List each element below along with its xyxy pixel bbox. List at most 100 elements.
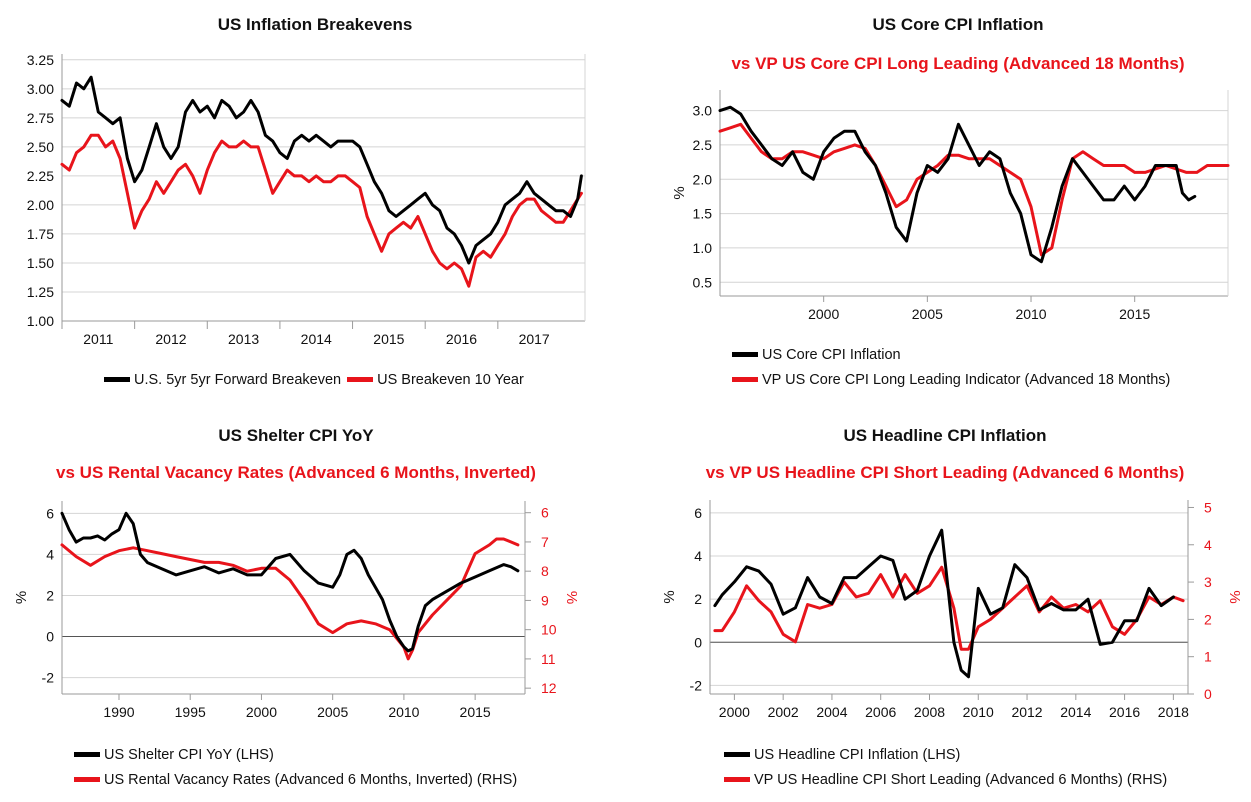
x-tick-label: 2010: [1015, 306, 1046, 322]
legend-row: VP US Headline CPI Short Leading (Advanc…: [724, 768, 1167, 793]
series-line: [60, 75, 583, 265]
x-tick-label: 1995: [175, 704, 206, 720]
x-tick-label: 2015: [1119, 306, 1150, 322]
x-tick-label: 2012: [1011, 704, 1042, 720]
y2-tick-label: 10: [541, 622, 557, 638]
legend-swatch: [104, 376, 130, 382]
y2-tick-label: 5: [1204, 499, 1212, 515]
legend-swatch: [724, 751, 750, 757]
x-tick-label: 2002: [768, 704, 799, 720]
series-line: [60, 537, 520, 661]
x-tick-label: 2000: [246, 704, 277, 720]
legend-label: VP US Core CPI Long Leading Indicator (A…: [762, 372, 1171, 388]
series-line: [60, 133, 583, 288]
x-tick-label: 2013: [228, 331, 259, 347]
x-tick-label: 2016: [446, 331, 477, 347]
y-tick-label: 2: [694, 591, 702, 607]
chart-title: US Core CPI Inflation: [872, 15, 1044, 34]
chart-panel-core-cpi: US Core CPI Inflation vs VP US Core CPI …: [625, 0, 1251, 400]
y-tick-label: 2.0: [693, 171, 713, 187]
y2-tick-label: 1: [1204, 649, 1212, 665]
y-tick-label: 6: [694, 505, 702, 521]
y-tick-label: 3.00: [27, 81, 54, 97]
y-tick-label: 1.50: [27, 255, 54, 271]
x-tick-label: 2017: [519, 331, 550, 347]
chart-plot-breakevens: 1.00 1.25 1.50 1.75 2.00 2.25 2.50 2.75 3.00 3.25…: [27, 52, 586, 347]
chart-title: US Headline CPI Inflation: [843, 426, 1047, 445]
y-axis-label: %: [13, 591, 30, 604]
chart-panel-breakevens: US Inflation Breakevens 1.00 1.25 1.50 1.75…: [0, 0, 625, 400]
series-line: [60, 511, 520, 653]
chart-legend: U.S. 5yr 5yr Forward Breakeven US Breakev…: [104, 368, 524, 393]
y-axis-label: %: [661, 590, 678, 603]
y-tick-label: -2: [42, 670, 55, 686]
y2-tick-label: 11: [541, 651, 556, 667]
x-tick-label: 2005: [912, 306, 943, 322]
legend-label: US Core CPI Inflation: [762, 347, 901, 363]
legend-label: VP US Headline CPI Short Leading (Advanc…: [754, 772, 1168, 788]
chart-title: US Inflation Breakevens: [217, 15, 413, 34]
x-tick-label: 2015: [373, 331, 404, 347]
y-tick-label: 1.0: [693, 240, 713, 256]
legend-swatch: [732, 351, 758, 357]
y-tick-label: -2: [690, 677, 703, 693]
x-tick-label: 2010: [963, 704, 994, 720]
y-tick-label: 0.5: [693, 274, 713, 290]
legend-row: US Core CPI Inflation: [732, 343, 1170, 368]
x-tick-label: 2006: [865, 704, 896, 720]
series-line: [713, 528, 1175, 679]
y-tick-label: 2.75: [27, 110, 54, 126]
y-tick-label: 2.5: [693, 137, 713, 153]
y-tick-label: 1.75: [27, 226, 54, 242]
chart-title: US Shelter CPI YoY: [218, 426, 374, 445]
chart-legend: US Core CPI Inflation VP US Core CPI Long…: [732, 343, 1170, 393]
series-line: [713, 565, 1185, 651]
chart-plot-shelter-cpi: -2 0 2 4 6 6 7 8 9 10 11 12 1990 1995 2000 2005 2010 2015…: [13, 501, 580, 720]
x-tick-label: 2015: [460, 704, 491, 720]
y-tick-label: 2.00: [27, 197, 54, 213]
chart-legend: US Shelter CPI YoY (LHS) US Rental Vacanc…: [74, 743, 517, 793]
legend-label: US Breakeven 10 Year: [377, 372, 524, 388]
x-tick-label: 2016: [1109, 704, 1140, 720]
x-tick-label: 2004: [816, 704, 847, 720]
y-tick-label: 2.50: [27, 139, 54, 155]
y2-tick-label: 2: [1204, 611, 1212, 627]
x-tick-label: 2010: [388, 704, 419, 720]
chart-subtitle: vs VP US Core CPI Long Leading (Advanced…: [731, 54, 1185, 73]
x-tick-label: 2005: [317, 704, 348, 720]
legend-label: US Rental Vacancy Rates (Advanced 6 Mont…: [104, 772, 518, 788]
series-line: [718, 122, 1230, 257]
x-tick-label: 2000: [808, 306, 839, 322]
y2-axis-label: %: [1226, 590, 1243, 603]
legend-label: US Headline CPI Inflation (LHS): [754, 747, 961, 763]
y-tick-label: 4: [46, 546, 54, 562]
legend-row: US Rental Vacancy Rates (Advanced 6 Mont…: [74, 768, 517, 793]
x-tick-label: 2012: [155, 331, 186, 347]
chart-panel-shelter-cpi: US Shelter CPI YoY vs US Rental Vacancy …: [0, 410, 625, 802]
series-line: [718, 105, 1197, 264]
y-tick-label: 3.0: [693, 103, 713, 119]
y2-tick-label: 4: [1204, 537, 1212, 553]
chart-subtitle: vs US Rental Vacancy Rates (Advanced 6 M…: [56, 463, 536, 482]
chart-legend: US Headline CPI Inflation (LHS) VP US Hea…: [724, 743, 1167, 793]
y-tick-label: 1.5: [693, 206, 713, 222]
x-tick-label: 2014: [1060, 704, 1091, 720]
y-tick-label: 0: [46, 629, 54, 645]
y-tick-label: 3.25: [27, 52, 54, 68]
y2-tick-label: 9: [541, 592, 549, 608]
x-tick-label: 2008: [914, 704, 945, 720]
y-tick-label: 2.25: [27, 168, 54, 184]
x-tick-label: 2014: [301, 331, 332, 347]
legend-row: US Headline CPI Inflation (LHS): [724, 743, 1167, 768]
y-tick-label: 0: [694, 634, 702, 650]
y2-tick-label: 7: [541, 534, 549, 550]
y-tick-label: 2: [46, 587, 54, 603]
y2-tick-label: 0: [1204, 686, 1212, 702]
x-tick-label: 1990: [103, 704, 134, 720]
legend-swatch: [74, 751, 100, 757]
y-tick-label: 1.25: [27, 284, 54, 300]
legend-label: U.S. 5yr 5yr Forward Breakeven: [134, 372, 342, 388]
legend-swatch: [74, 776, 100, 782]
y-tick-label: 4: [694, 548, 702, 564]
chart-plot-headline-cpi: -2 0 2 4 6 0 1 2 3 4 5 2000 2002 2004 2006 2008 2010 2012…: [661, 499, 1243, 720]
